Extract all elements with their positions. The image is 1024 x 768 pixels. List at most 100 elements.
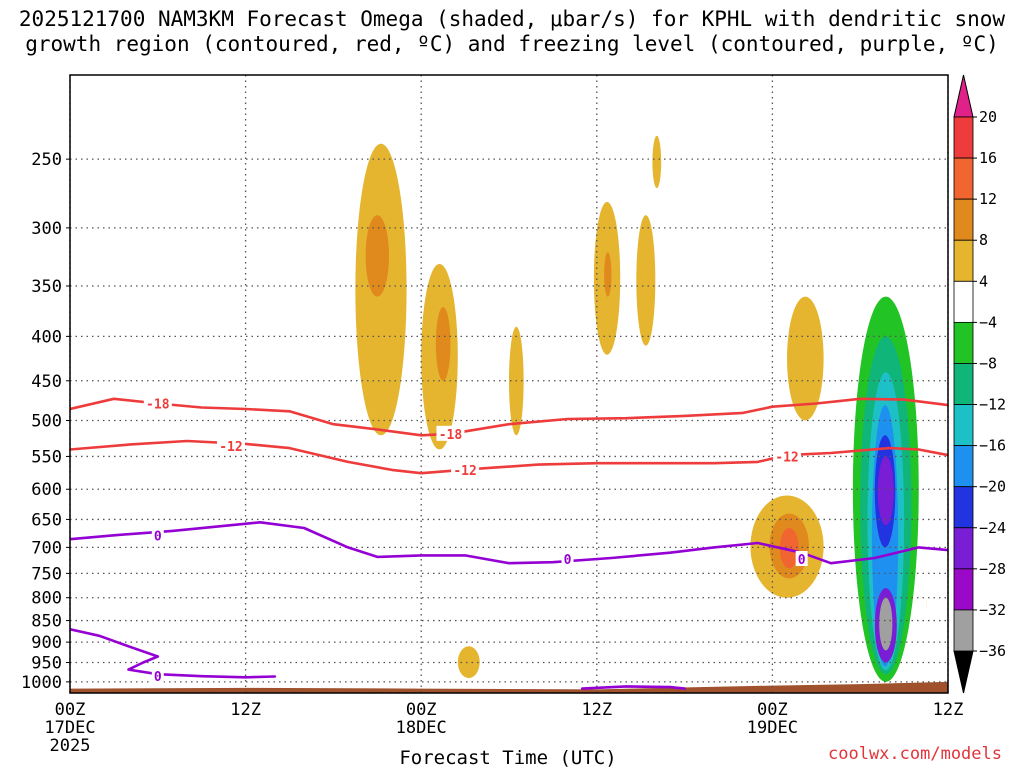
- isotherm-label-1-2: -12: [775, 450, 798, 465]
- y-tick-label-650: 650: [31, 510, 62, 530]
- isotherm-1: [70, 439, 948, 475]
- colorbar-label-13: −36: [979, 642, 1006, 660]
- ground-fill: [70, 681, 948, 693]
- omega-area-17: [596, 607, 744, 682]
- y-tick-label-350: 350: [31, 277, 62, 297]
- y-tick-label-300: 300: [31, 219, 62, 239]
- plot-frame: [69, 74, 949, 694]
- y-tick-label-900: 900: [31, 633, 62, 653]
- isotherm-label-bg-1-1: [451, 461, 480, 477]
- omega-area-8: [652, 135, 662, 189]
- isotherm-label-2-0: 0: [154, 529, 162, 544]
- y-tick-label-550: 550: [31, 447, 62, 467]
- isotherm-label-bg-2-2: [795, 551, 808, 567]
- omega-area-3: [435, 306, 451, 381]
- isotherm-label-2-2: 0: [798, 553, 806, 568]
- x-tick-label-2: 00Z: [406, 700, 437, 720]
- isotherm-4: [580, 685, 686, 690]
- omega-area-1: [365, 215, 390, 297]
- omega-area-7: [636, 215, 656, 346]
- chart-title-line1: 2025121700 NAM3KM Forecast Omega (shaded…: [18, 7, 1006, 31]
- x-tick-date-0: 17DEC: [44, 718, 95, 738]
- omega-area-12: [779, 528, 799, 569]
- isotherm-label-0-1: -18: [439, 428, 463, 443]
- omega-area-9: [787, 296, 824, 421]
- colorbar-bin-5: [953, 321, 974, 364]
- y-tick-label-450: 450: [31, 372, 62, 392]
- y-tick-label-700: 700: [31, 538, 62, 558]
- isotherm-label-0-0: -18: [146, 398, 170, 413]
- colorbar-bin-10: [953, 527, 974, 570]
- isotherm-label-1-0: -12: [219, 440, 242, 455]
- isotherm-label-2-1: 0: [564, 553, 572, 568]
- y-tick-label-800: 800: [31, 589, 62, 609]
- colorbar-label-6: −8: [979, 354, 997, 372]
- colorbar-label-7: −12: [979, 396, 1006, 414]
- omega-shading: [296, 135, 948, 682]
- colorbar-label-0: 20: [979, 108, 997, 126]
- pressure-axis: 2503003504004505005506006507007508008509…: [21, 150, 70, 693]
- colorbar-label-4: 4: [979, 272, 988, 290]
- colorbar-label-1: 16: [979, 149, 997, 167]
- omega-area-21: [787, 633, 861, 682]
- colorbar-label-2: 12: [979, 190, 997, 208]
- y-tick-label-250: 250: [31, 150, 62, 170]
- y-tick-label-850: 850: [31, 612, 62, 632]
- pressure-grid: [69, 75, 949, 693]
- isotherm-label-bg-1-0: [216, 438, 245, 454]
- colorbar-bin-4: [953, 280, 974, 323]
- isotherm-label-bg-0-0: [143, 395, 172, 411]
- colorbar-bin-1: [953, 157, 974, 200]
- x-tick-label-5: 12Z: [933, 700, 964, 720]
- omega-area-20: [926, 501, 948, 682]
- y-tick-label-950: 950: [31, 654, 62, 674]
- isotherm-3: [70, 628, 277, 679]
- colorbar-top-arrow: [953, 74, 974, 118]
- colorbar-bin-7: [953, 404, 974, 447]
- colorbar-bin-2: [953, 198, 974, 241]
- colorbar-bin-0: [953, 116, 974, 159]
- colorbar-bin-9: [953, 486, 974, 529]
- omega-area-16: [450, 560, 480, 598]
- x-axis-label: Forecast Time (UTC): [399, 747, 616, 768]
- chart-title-line2: growth region (contoured, red, ºC) and f…: [25, 32, 999, 56]
- x-tick-label-4: 00Z: [757, 700, 788, 720]
- y-tick-label-500: 500: [31, 411, 62, 431]
- colorbar-label-9: −20: [979, 478, 1006, 496]
- isotherm-contours: -18 -18 -12 -12 -12 0 0 0 0: [70, 395, 948, 690]
- isotherm-2: [70, 521, 948, 565]
- colorbar-label-10: −24: [979, 519, 1006, 537]
- y-tick-label-1000: 1000: [21, 673, 62, 693]
- isotherm-label-bg-2-0: [151, 527, 164, 543]
- isotherm-0: [70, 397, 948, 437]
- colorbar-label-11: −28: [979, 560, 1006, 578]
- colorbar-label-8: −16: [979, 437, 1006, 455]
- colorbar-bin-11: [953, 568, 974, 611]
- x-tick-year-0: 2025: [50, 736, 91, 756]
- colorbar-bin-6: [953, 363, 974, 405]
- colorbar-bin-3: [953, 239, 974, 282]
- x-tick-label-3: 12Z: [581, 700, 612, 720]
- colorbar-bin-12: [953, 609, 974, 652]
- isotherm-label-bg-1-2: [773, 448, 802, 464]
- omega-area-6: [604, 252, 612, 297]
- omega-area-15: [296, 489, 414, 621]
- colorbar-label-5: −4: [979, 313, 997, 331]
- y-tick-label-600: 600: [31, 480, 62, 500]
- isotherm-label-1-1: -12: [453, 464, 476, 479]
- isotherm-label-bg-0-1: [436, 425, 465, 441]
- omega-area-29: [879, 597, 893, 651]
- omega-area-18: [750, 240, 788, 436]
- colorbar-bottom-arrow: [953, 650, 974, 694]
- x-tick-date-4: 19DEC: [747, 718, 798, 738]
- x-tick-label-1: 12Z: [230, 700, 261, 720]
- credit-link[interactable]: coolwx.com/models: [828, 744, 1002, 764]
- isotherm-label-3-0: 0: [154, 670, 162, 685]
- x-tick-date-2: 18DEC: [396, 718, 447, 738]
- ground-surface: [70, 681, 948, 693]
- colorbar-bin-8: [953, 445, 974, 488]
- colorbar-label-3: 8: [979, 231, 988, 249]
- isotherm-label-bg-2-1: [561, 551, 574, 567]
